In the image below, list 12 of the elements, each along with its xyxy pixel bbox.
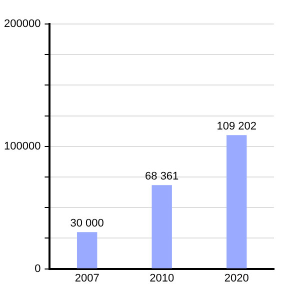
y-tick-label: 200000 [4,18,41,30]
data-label: 30 000 [70,218,104,230]
y-tick-label: 0 [34,262,41,275]
data-label: 68 361 [145,170,179,183]
y-tick-label: 100000 [4,140,41,152]
x-tick-label: 2010 [150,272,174,284]
x-tick-label: 2007 [74,272,100,284]
x-tick-label: 2020 [224,272,249,284]
data-label: 109 202 [216,120,256,133]
bar [76,232,98,268]
bar [152,185,172,268]
bar [226,135,247,268]
